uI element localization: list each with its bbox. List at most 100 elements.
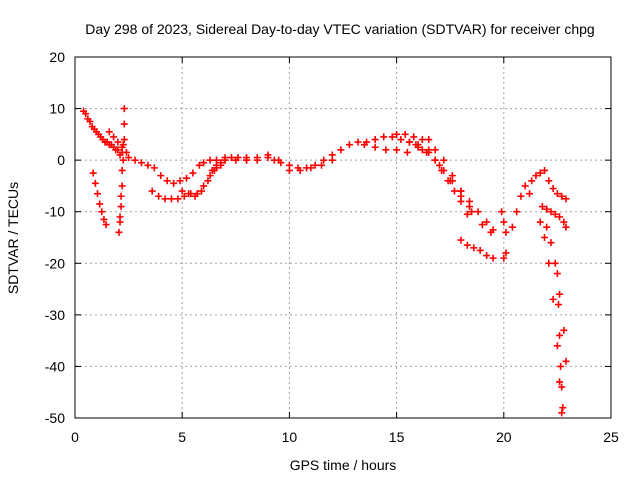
data-point-track-n [562,195,570,203]
data-point-track-a [388,133,396,141]
data-point-spike [118,166,126,174]
data-point-track-b [95,130,103,138]
data-point-track-b [99,136,107,144]
data-point-track-p [549,295,557,303]
data-point-track-a [345,141,353,149]
data-point-track-o [556,213,564,221]
data-point-track-n [549,185,557,193]
data-point-track-k [489,254,497,262]
data-point-track-f [178,187,186,195]
data-point-spike [117,203,125,211]
data-point-track-r [558,383,566,391]
y-tick-label: 20 [49,49,65,65]
data-point-track-e [155,192,163,200]
data-point-track-e [167,195,175,203]
data-point-track-g [243,154,251,162]
data-point-track-h [478,221,486,229]
data-point-track-e [296,166,304,174]
data-point-track-r [556,331,564,339]
data-point-track-r [559,404,567,412]
data-point-track-e [180,192,188,200]
data-point-track-r [554,301,562,309]
data-point-track-o [538,203,546,211]
data-point-spike [115,228,123,236]
data-point-track-q [547,239,555,247]
data-point-track-i [457,187,465,195]
data-point-track-c [110,133,118,141]
data-point-track-j [444,177,452,185]
data-point-track-a [195,161,203,169]
y-tick-label: -10 [45,204,65,220]
data-point-track-k [463,241,471,249]
data-point-track-p [536,218,544,226]
data-point-track-o [562,223,570,231]
data-point-track-h [393,146,401,154]
data-point-track-e [253,154,261,162]
data-point-track-i [431,146,439,154]
data-point-track-e [307,164,315,172]
x-tick-label: 5 [178,429,186,445]
data-point-track-e [206,172,214,180]
y-axis-label: SDTVAR / TECUs [5,182,21,294]
data-point-track-j [425,148,433,156]
data-point-track-e [318,161,326,169]
data-point-track-a [157,172,165,180]
data-point-track-i [418,136,426,144]
data-point-track-b [103,138,111,146]
data-point-track-a [354,138,362,146]
data-point-track-k [483,252,491,260]
data-point-spike [119,141,127,149]
data-point-track-k [476,246,484,254]
data-point-track-p [545,259,553,267]
data-point-track-l [502,249,510,257]
data-point-track-j [457,197,465,205]
data-point-track-n [536,169,544,177]
y-tick-label: -50 [45,410,65,426]
data-point-track-h [360,141,368,149]
data-point-track-a [483,218,491,226]
data-point-track-d [94,190,102,198]
data-point-track-j [431,156,439,164]
data-point-track-p [556,378,564,386]
data-point-track-c [122,148,130,156]
data-point-track-m [521,182,529,190]
data-point-spike [116,213,124,221]
data-point-track-a [371,136,379,144]
data-point-track-i [448,172,456,180]
data-point-track-b [90,125,98,133]
data-point-track-e [285,166,293,174]
data-point-spike [119,156,127,164]
data-point-track-h [487,228,495,236]
data-point-track-g [221,154,229,162]
data-point-track-h [435,161,443,169]
data-point-track-e [174,195,182,203]
x-tick-label: 15 [389,429,405,445]
y-tick-label: 10 [49,101,65,117]
data-point-track-d [102,221,110,229]
data-point-track-a [176,177,184,185]
data-point-track-b [82,110,90,118]
data-point-track-o [551,210,559,218]
data-point-track-d [96,200,104,208]
data-point-track-a [150,164,158,172]
x-tick-label: 25 [603,429,619,445]
data-point-track-a [182,174,190,182]
data-point-track-a [144,161,152,169]
data-point-track-q [551,259,559,267]
data-point-track-h [403,148,411,156]
data-point-track-e [264,151,272,159]
data-point-track-i [425,136,433,144]
data-point-track-j [438,166,446,174]
data-point-track-j [463,210,471,218]
data-point-track-d [91,179,99,187]
data-points [80,105,570,417]
data-point-track-a [137,159,145,167]
data-point-track-n [558,192,566,200]
data-point-track-q [556,290,564,298]
data-point-track-a [311,161,319,169]
data-point-track-o [543,205,551,213]
data-point-track-a [170,179,178,187]
data-point-spike [120,136,128,144]
data-point-track-b [107,141,115,149]
data-point-track-g [217,161,225,169]
